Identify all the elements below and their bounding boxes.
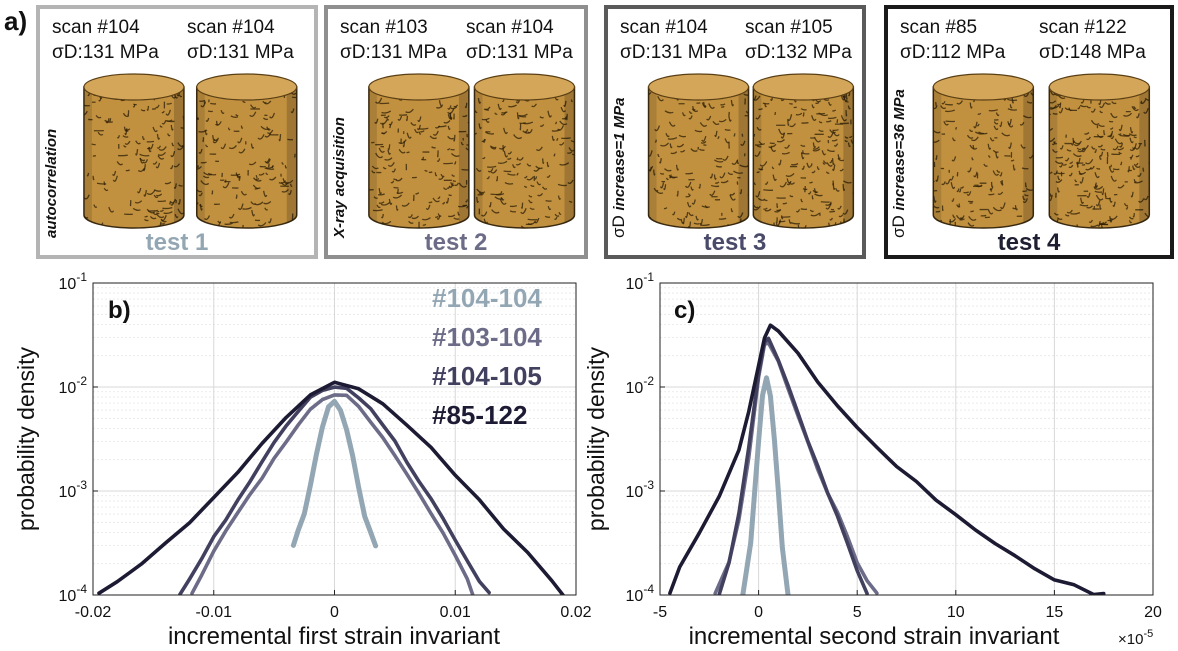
panel-a-label: a) bbox=[4, 6, 27, 36]
stress-label: σD:132 MPa bbox=[745, 42, 852, 63]
sample-cylinder bbox=[752, 73, 855, 229]
x-tick-label: 20 bbox=[1144, 604, 1162, 621]
y-tick-label: 10-2 bbox=[626, 374, 655, 397]
sample-cylinder bbox=[473, 73, 576, 229]
scan-label: scan #122 bbox=[1039, 17, 1127, 38]
y-tick-label: 10-3 bbox=[626, 478, 655, 501]
sample-cylinder bbox=[83, 73, 185, 229]
stress-label: σD:131 MPa bbox=[466, 42, 573, 63]
series-line-104-105 bbox=[717, 336, 869, 595]
y-tick-label: 10-1 bbox=[59, 270, 88, 293]
scan-label: scan #105 bbox=[745, 17, 833, 38]
y-tick-label: 10-3 bbox=[59, 478, 88, 501]
panel-b-ylabel: probability density bbox=[13, 346, 39, 531]
panel-c-ylabel: probability density bbox=[583, 346, 609, 531]
series-line-104-104 bbox=[740, 375, 791, 595]
x-tick-label: -0.01 bbox=[196, 604, 233, 621]
x-tick-label: 0 bbox=[330, 604, 339, 621]
panel-b-xlabel: incremental first strain invariant bbox=[168, 623, 500, 650]
panel-b: -0.02 -0.01 0 0.01 0.02 10-410-310-210-1 b) … bbox=[13, 270, 592, 650]
y-tick-label: 10-2 bbox=[59, 374, 88, 397]
test-panel-2: scan #103 σD:131 MPa scan #104 σD:131 MPa X-… bbox=[324, 5, 588, 259]
stress-label: σD:131 MPa bbox=[340, 42, 447, 63]
scan-label: scan #104 bbox=[620, 17, 708, 38]
test-side-label: X-ray acquisition bbox=[331, 117, 348, 239]
scan-label: scan #103 bbox=[340, 17, 428, 38]
series-line-103-104 bbox=[190, 393, 475, 595]
test-side-label: autocorrelation bbox=[43, 129, 60, 238]
stress-label: σD:131 MPa bbox=[620, 42, 727, 63]
sample-cylinder bbox=[647, 73, 750, 229]
scan-label: scan #104 bbox=[466, 17, 554, 38]
test-side-label: σD increase=1 MPa bbox=[609, 98, 628, 239]
y-tick-label: 10-4 bbox=[626, 582, 655, 605]
sample-cylinder bbox=[195, 73, 298, 229]
test-panel-1: scan #104 σD:131 MPa scan #104 σD:131 MPa au… bbox=[36, 5, 318, 259]
x-tick-label: 0.01 bbox=[440, 604, 471, 621]
panel-c-axes-box bbox=[659, 282, 1154, 596]
panel-c-y-ticks: 10-4 10-3 10-2 10-1 bbox=[626, 270, 665, 605]
series-line-104-104 bbox=[290, 398, 379, 549]
test-panel-4: scan #85 σD:112 MPa scan #122 σD:148 MPa σD … bbox=[884, 5, 1174, 259]
panel-b-series bbox=[97, 380, 566, 595]
sample-cylinder bbox=[368, 73, 470, 229]
panel-b-y-ticks: 10-4 10-3 10-2 10-1 bbox=[59, 270, 98, 605]
panel-c-label: c) bbox=[674, 297, 695, 324]
panel-c-x-multiplier: ×10-5 bbox=[1118, 628, 1153, 648]
test-side-label: σD increase=36 MPa bbox=[889, 89, 908, 238]
panel-b-label: b) bbox=[108, 297, 131, 324]
series-line-104-105 bbox=[178, 385, 491, 595]
stress-label: σD:112 MPa bbox=[900, 42, 1006, 63]
panel-b-x-ticks: -0.02 -0.01 0 0.01 0.02 bbox=[75, 590, 592, 621]
test-title: test 4 bbox=[998, 229, 1061, 256]
scan-label: scan #85 bbox=[900, 17, 977, 38]
stress-label: σD:131 MPa bbox=[52, 42, 159, 63]
panel-c-x-ticks: -5 0 5 10 15 20 bbox=[653, 590, 1162, 621]
stress-label: σD:131 MPa bbox=[187, 42, 294, 63]
test-title: test 3 bbox=[704, 229, 767, 256]
y-tick-label: 10-4 bbox=[59, 582, 88, 605]
series-line-85-122 bbox=[97, 380, 566, 595]
test-panel-3: scan #104 σD:131 MPa scan #105 σD:132 MPa σD… bbox=[604, 5, 866, 259]
test-title: test 2 bbox=[425, 229, 488, 256]
legend-entry: #104-105 bbox=[432, 361, 542, 391]
x-tick-label: 5 bbox=[853, 604, 862, 621]
test-title: test 1 bbox=[146, 229, 209, 256]
sample-cylinder bbox=[1048, 73, 1151, 229]
sample-cylinder bbox=[932, 73, 1035, 229]
test-panels: scan #104 σD:131 MPa scan #104 σD:131 MPa au… bbox=[36, 5, 1174, 259]
x-tick-label: -5 bbox=[653, 604, 667, 621]
legend-entry: #104-104 bbox=[432, 283, 542, 313]
legend-entry: #85-122 bbox=[432, 400, 527, 430]
stress-label: σD:148 MPa bbox=[1039, 42, 1146, 63]
panel-b-legend: #104-104 #103-104 #104-105 #85-122 bbox=[432, 283, 542, 430]
x-tick-label: 0.02 bbox=[560, 604, 591, 621]
x-tick-label: 0 bbox=[754, 604, 763, 621]
panel-c-xlabel: incremental second strain invariant bbox=[689, 623, 1060, 650]
scan-label: scan #104 bbox=[187, 17, 275, 38]
scan-label: scan #104 bbox=[52, 17, 140, 38]
x-tick-label: 15 bbox=[1046, 604, 1064, 621]
y-tick-label: 10-1 bbox=[626, 270, 655, 293]
panel-c: -5 0 5 10 15 20 10-4 10-3 10-2 10-1 c) increment… bbox=[583, 270, 1162, 650]
x-tick-label: -0.02 bbox=[75, 604, 112, 621]
legend-entry: #103-104 bbox=[432, 322, 542, 352]
panel-c-series bbox=[668, 323, 1106, 595]
x-tick-label: 10 bbox=[947, 604, 965, 621]
panel-a: a) scan #104 σD:131 MPa scan #104 σD:131 MP… bbox=[4, 5, 1174, 259]
series-line-85-122 bbox=[668, 323, 1106, 595]
